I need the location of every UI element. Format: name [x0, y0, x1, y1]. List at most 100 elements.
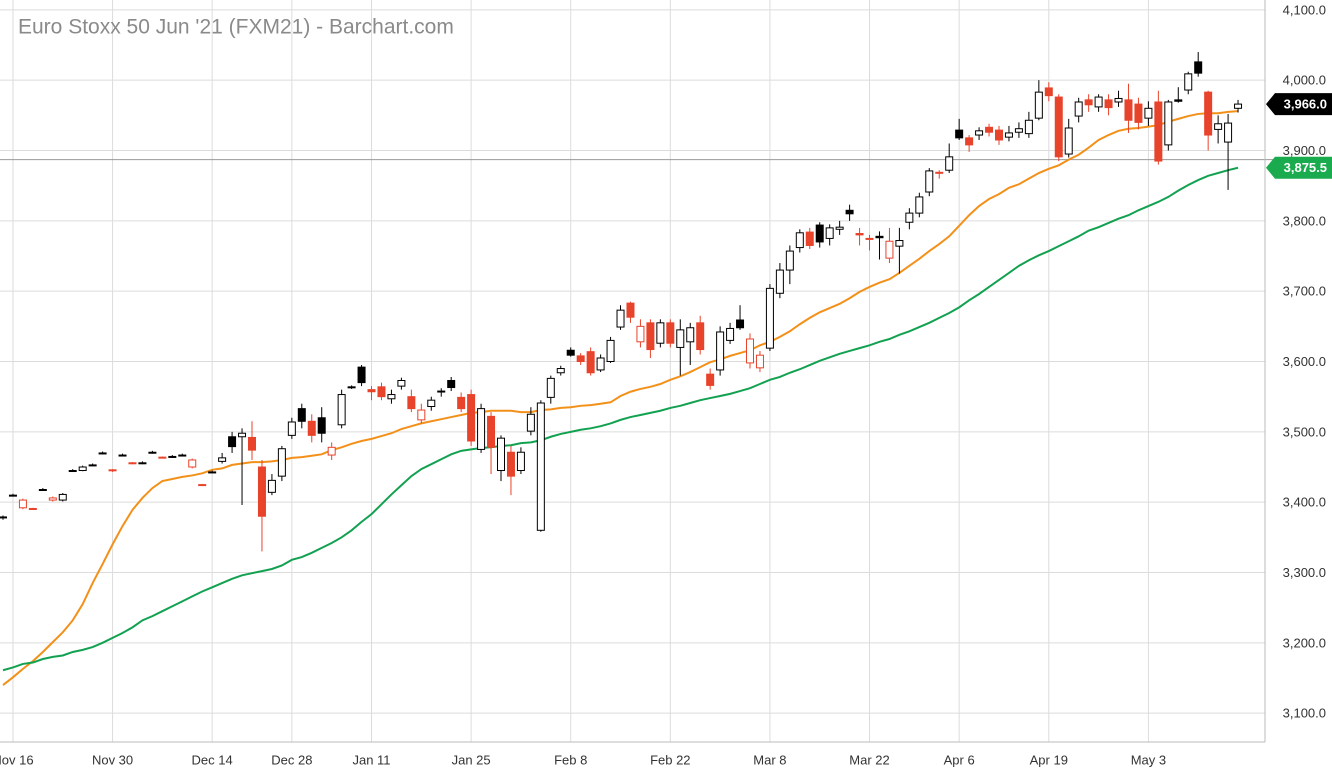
candle-body [935, 171, 944, 174]
y-tick-label: 3,400.0 [1283, 495, 1326, 510]
candle-body [8, 494, 17, 497]
candle-body [686, 327, 695, 343]
y-tick-label: 3,900.0 [1283, 143, 1326, 158]
candle-body [726, 327, 735, 341]
candle-body [626, 302, 635, 318]
candle-body [1144, 107, 1153, 119]
candle-body [1054, 96, 1063, 158]
candle-body [945, 156, 954, 171]
candle-body [367, 389, 376, 393]
x-tick-label: Nov 16 [0, 753, 34, 768]
candle-body [257, 466, 266, 517]
candle-body [526, 413, 535, 432]
candle-body [128, 462, 137, 465]
candle-body [407, 396, 416, 410]
candle-body [716, 331, 725, 371]
candle-body [0, 516, 7, 519]
candle-body [148, 451, 157, 454]
candle-body [995, 129, 1003, 141]
candle-body [248, 436, 256, 451]
candle-body [925, 170, 934, 193]
candle-body [178, 454, 187, 457]
price-tag [1266, 93, 1332, 116]
y-tick-label: 3,600.0 [1283, 354, 1326, 369]
moving-average-line [2, 166, 1239, 672]
x-tick-label: Feb 8 [554, 753, 587, 768]
candle-body [1024, 119, 1033, 135]
candle-body [1014, 128, 1023, 133]
candle-body [297, 408, 306, 422]
candle-body [596, 357, 605, 371]
candle-body [1044, 87, 1053, 97]
candle-body [1064, 127, 1073, 155]
candle-body [1194, 61, 1203, 74]
candle-body [397, 379, 406, 387]
y-tick-label: 3,500.0 [1283, 424, 1326, 439]
candle-body [1204, 91, 1213, 136]
candle-body [138, 462, 147, 465]
candle-body [1124, 99, 1133, 121]
candle-body [427, 399, 436, 408]
candle-body [1034, 91, 1043, 119]
y-tick-label: 4,100.0 [1283, 2, 1326, 17]
candle-body [965, 137, 974, 146]
candle-body [1154, 101, 1163, 162]
series-layer [0, 52, 1332, 686]
moving-average-line [2, 110, 1239, 686]
candle-body [895, 240, 904, 247]
candle-body [98, 452, 107, 455]
candle-body [1084, 99, 1093, 106]
candle-body [1174, 99, 1183, 102]
candle-body [108, 469, 117, 472]
candle-body [457, 396, 466, 410]
candle-body [1164, 101, 1173, 146]
candle-body [1184, 73, 1193, 91]
x-tick-label: May 3 [1131, 753, 1166, 768]
candle-body [845, 209, 854, 215]
candle-body [347, 386, 356, 389]
candle-body [556, 368, 565, 374]
price-tag [1266, 156, 1332, 179]
candle-body [377, 386, 386, 398]
candle-body [985, 126, 994, 133]
candle-body [795, 232, 804, 249]
candle-body [118, 454, 127, 457]
x-tick-label: Jan 25 [452, 753, 491, 768]
candle-body [506, 451, 515, 477]
candle-body [327, 446, 336, 456]
candle-body [168, 455, 177, 458]
y-tick-label: 3,800.0 [1283, 213, 1326, 228]
candle-body [337, 394, 346, 426]
candle-body [1214, 123, 1223, 130]
candle-body [905, 212, 914, 223]
candle-body [586, 351, 595, 374]
candle-body [1134, 103, 1143, 123]
candle-body [676, 329, 685, 348]
candle-body [1074, 101, 1083, 117]
candle-body [1094, 96, 1103, 108]
candle-body [218, 457, 227, 462]
candle-body [666, 322, 675, 344]
candle-body [158, 456, 167, 459]
x-tick-label: Apr 19 [1030, 753, 1068, 768]
candle-body [387, 394, 396, 400]
candle-body [855, 233, 864, 236]
candle-body [58, 493, 67, 501]
candle-body [696, 322, 705, 351]
candle-body [18, 499, 27, 509]
candle-body [447, 379, 456, 389]
x-tick-label: Feb 22 [650, 753, 690, 768]
candle-body [357, 366, 366, 384]
candle-body [467, 394, 476, 442]
candle-body [775, 269, 784, 294]
candle-body [606, 339, 615, 363]
candle-body [785, 250, 794, 271]
candle-body [1224, 122, 1233, 143]
chart-title: Euro Stoxx 50 Jun '21 (FXM21) - Barchart… [18, 16, 454, 39]
y-tick-label: 3,200.0 [1283, 635, 1326, 650]
y-tick-label: 3,100.0 [1283, 706, 1326, 721]
candle-body [477, 408, 486, 450]
candle-body [198, 484, 207, 487]
candle-body [765, 287, 774, 349]
